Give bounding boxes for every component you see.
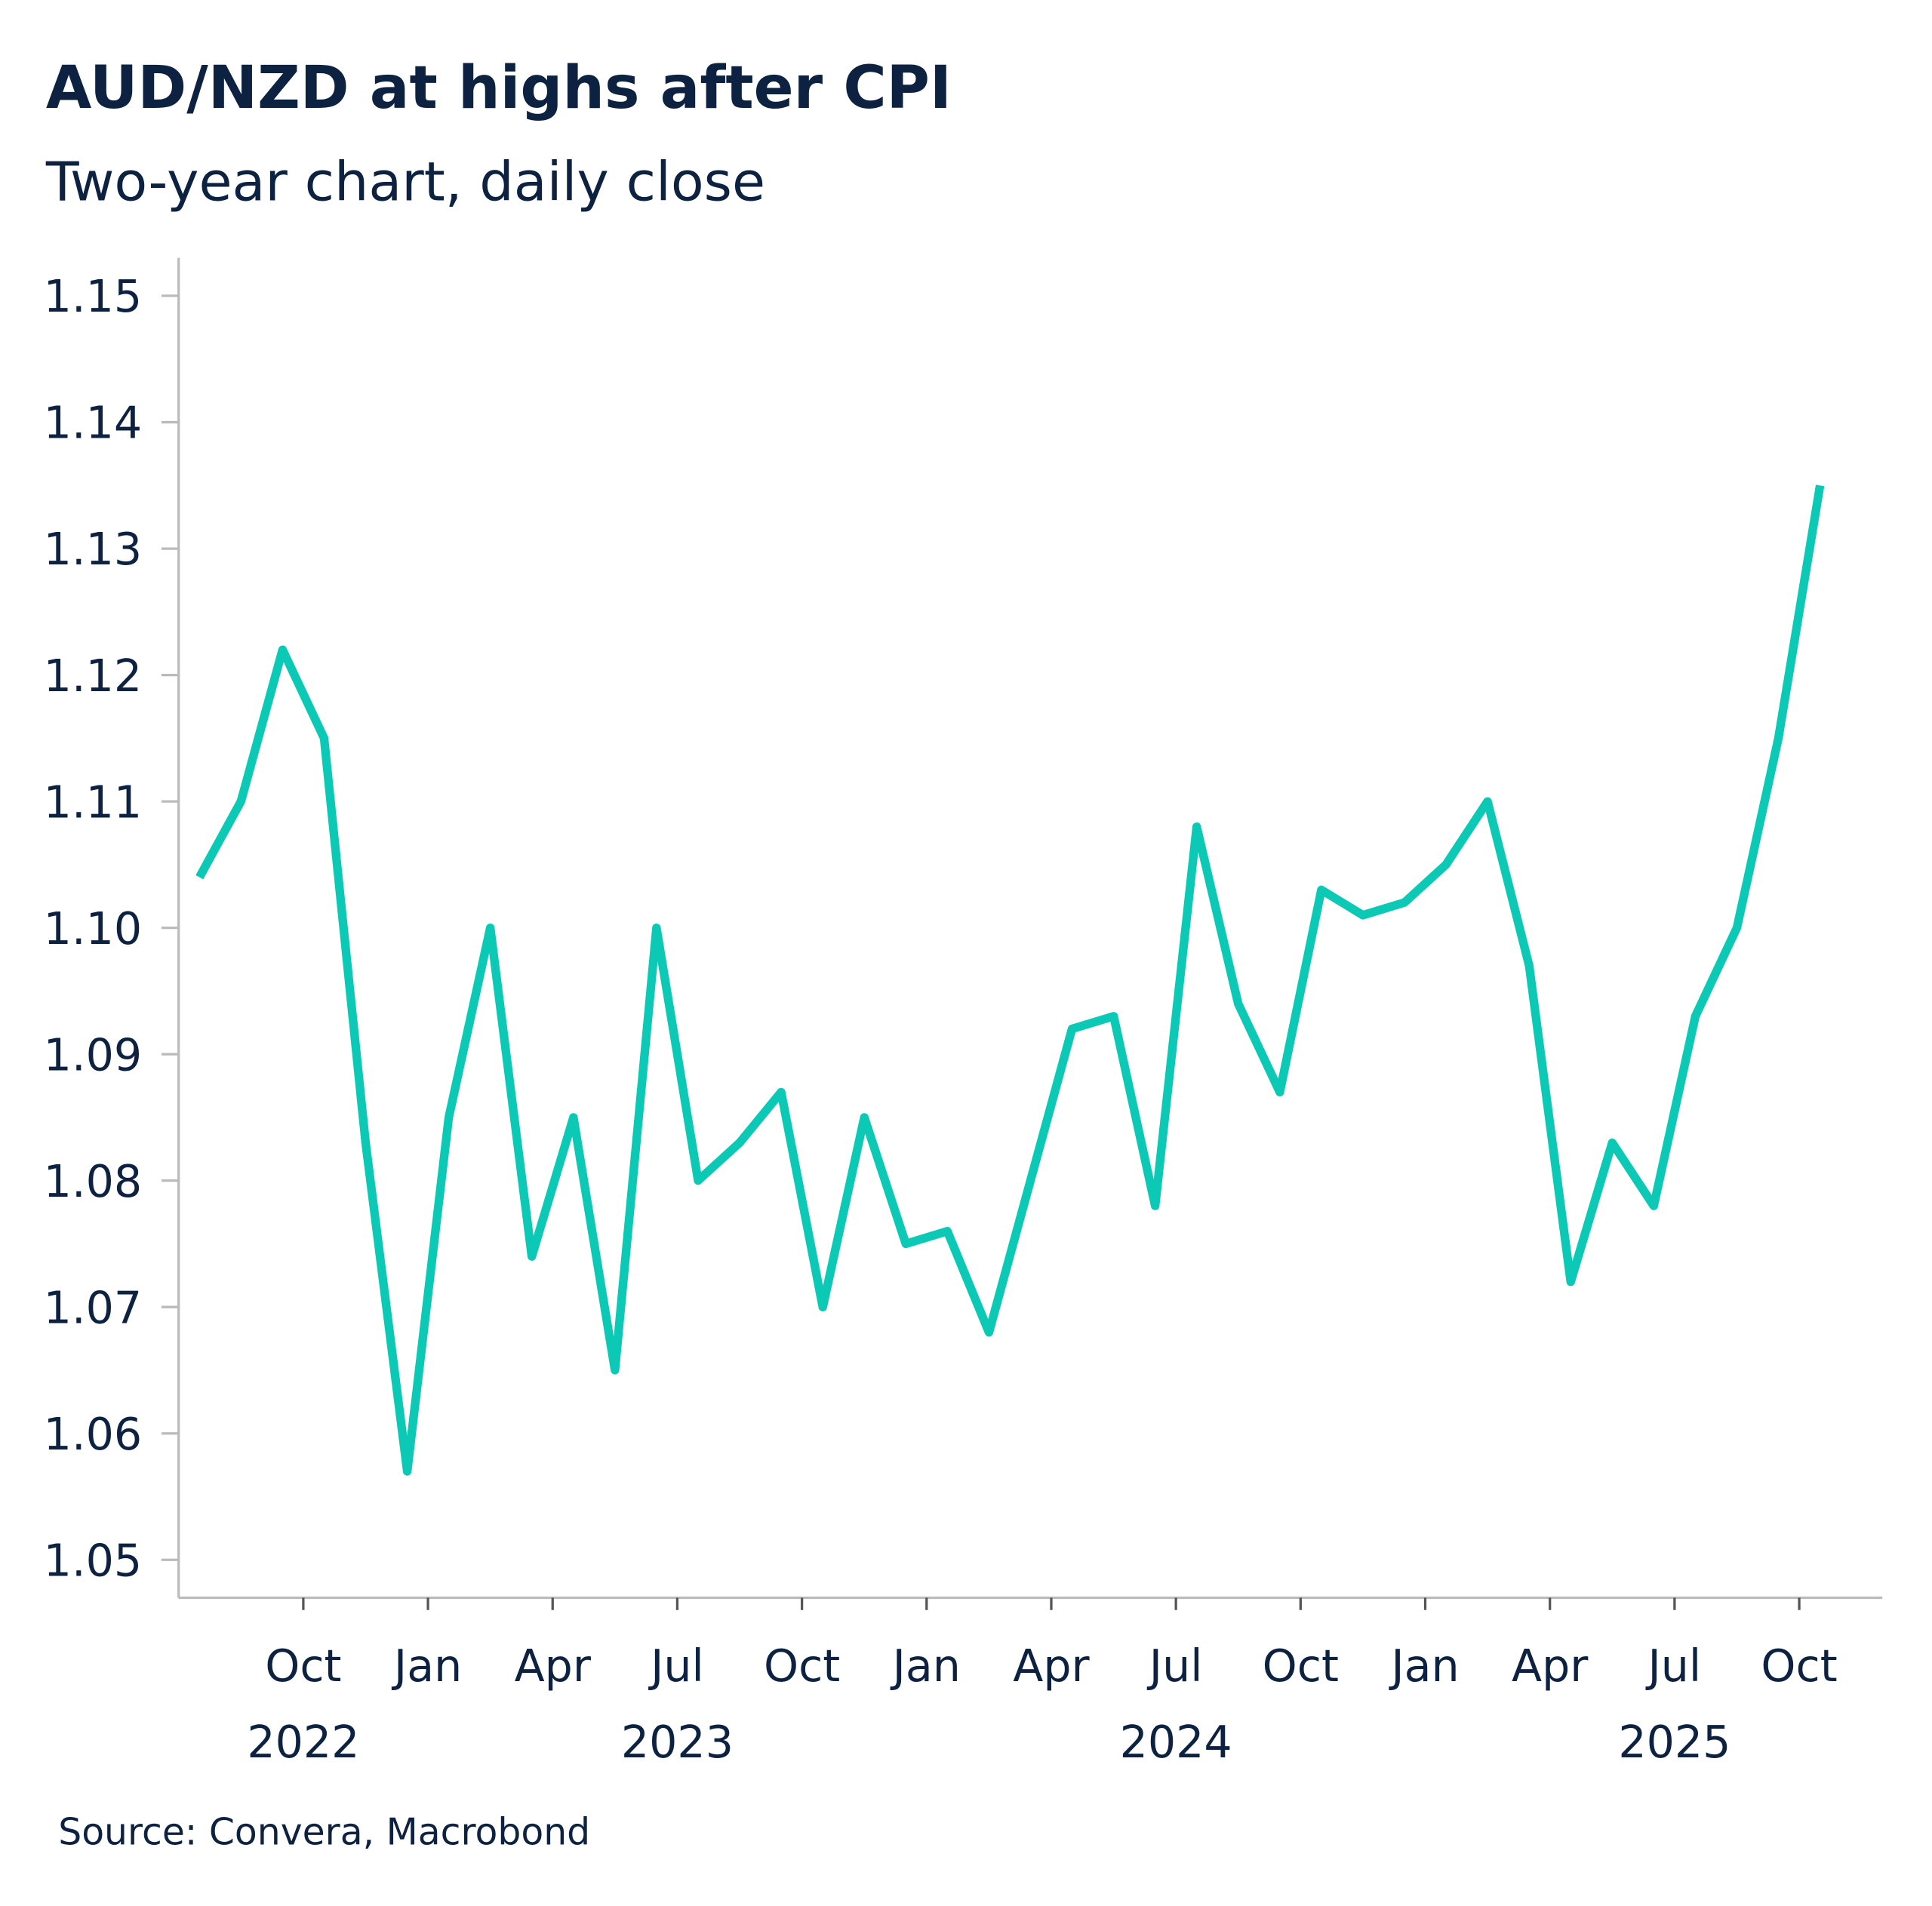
x-tick-label: Apr [515, 1640, 592, 1692]
x-tick-label: Oct [764, 1640, 840, 1692]
x-tick-label: Jul [1645, 1640, 1702, 1692]
y-tick-label: 1.10 [44, 903, 142, 955]
y-tick-label: 1.06 [44, 1409, 142, 1460]
y-tick-label: 1.11 [44, 776, 142, 828]
line-series [195, 484, 1825, 1476]
x-year-label: 2023 [621, 1717, 734, 1768]
x-tick-label: Jan [1388, 1640, 1459, 1692]
x-year-label: 2025 [1618, 1717, 1730, 1768]
x-year-label: 2024 [1120, 1717, 1232, 1768]
chart-title: AUD/NZD at highs after CPI [46, 54, 952, 122]
chart-subtitle: Two-year chart, daily close [45, 150, 765, 213]
x-tick-label: Jan [890, 1640, 961, 1692]
x-year-label: 2022 [247, 1717, 359, 1768]
y-tick-label: 1.13 [44, 524, 142, 575]
x-tick-label: Jan [391, 1640, 462, 1692]
y-tick-label: 1.14 [44, 398, 142, 449]
y-tick-label: 1.08 [44, 1156, 142, 1207]
x-tick-label: Jul [648, 1640, 704, 1692]
source-note: Source: Convera, Macrobond [58, 1811, 590, 1854]
x-tick-label: Oct [1263, 1640, 1339, 1692]
y-tick-label: 1.07 [44, 1282, 142, 1333]
y-tick-label: 1.12 [44, 650, 142, 702]
x-tick-label: Apr [1512, 1640, 1589, 1692]
x-tick-label: Apr [1013, 1640, 1090, 1692]
x-tick-label: Jul [1146, 1640, 1203, 1692]
x-tick-label: Oct [1761, 1640, 1837, 1692]
y-tick-label: 1.09 [44, 1029, 142, 1081]
y-tick-label: 1.05 [44, 1535, 142, 1586]
y-tick-label: 1.15 [44, 271, 142, 322]
x-tick-label: Oct [265, 1640, 341, 1692]
